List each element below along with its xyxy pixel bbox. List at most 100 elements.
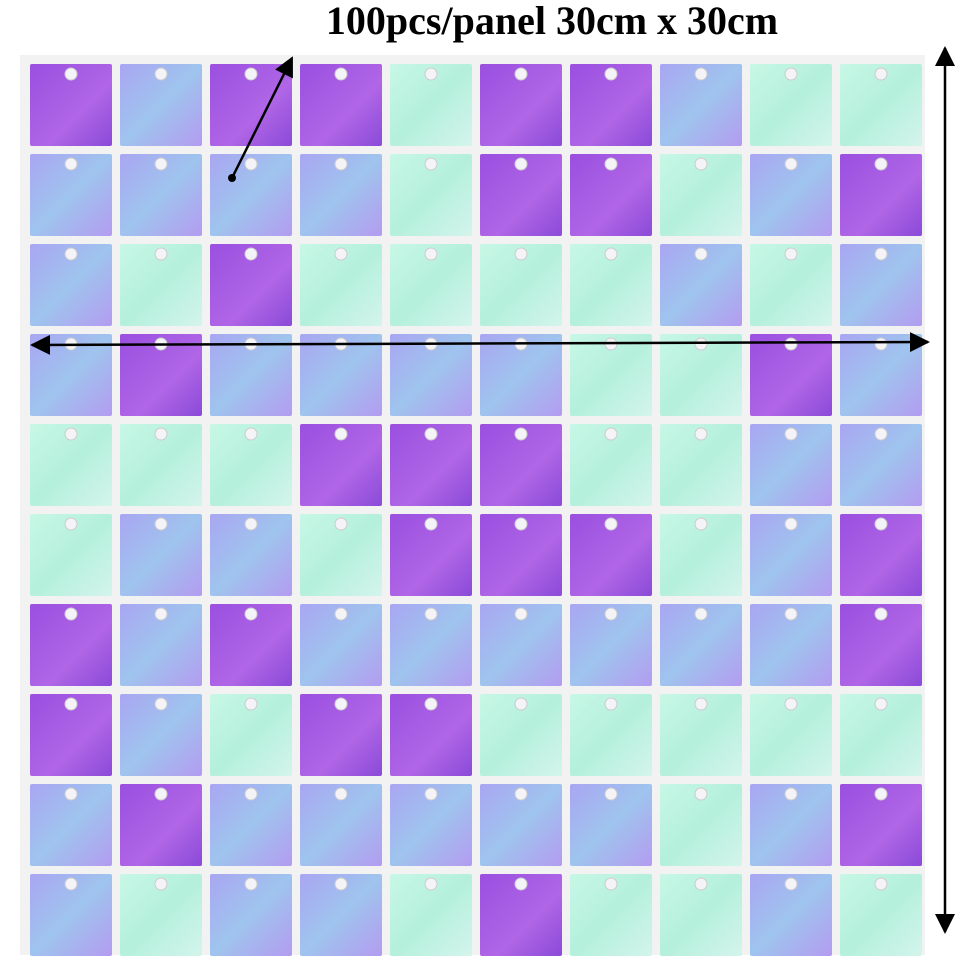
sequin [660,784,742,866]
sequin-hole [784,67,798,81]
sequin-hole [244,787,258,801]
sequin [390,514,472,596]
sequin [750,244,832,326]
sequin [570,64,652,146]
sequin-hole [64,517,78,531]
sequin-hole [64,787,78,801]
sequin [390,874,472,956]
sequin [660,874,742,956]
sequin-hole [64,877,78,891]
sequin-hole [784,697,798,711]
sequin-hole [874,247,888,261]
sequin [750,874,832,956]
sequin-hole [514,697,528,711]
sequin-hole [334,157,348,171]
sequin [570,514,652,596]
sequin [390,64,472,146]
sequin-hole [334,427,348,441]
sequin [840,424,922,506]
sequin [390,604,472,686]
sequin-hole [334,247,348,261]
sequin [570,244,652,326]
sequin-hole [874,157,888,171]
sequin-hole [694,787,708,801]
sequin [300,874,382,956]
sequin [300,244,382,326]
sequin [480,154,562,236]
sequin [210,604,292,686]
sequin-hole [874,427,888,441]
sequin-hole [694,247,708,261]
sequin-hole [874,607,888,621]
sequin-hole [604,427,618,441]
sequin-hole [784,337,798,351]
sequin-hole [874,877,888,891]
sequin [300,64,382,146]
sequin-hole [514,517,528,531]
sequin-hole [604,607,618,621]
sequin [570,874,652,956]
sequin [120,244,202,326]
sequin [840,244,922,326]
sequin [750,604,832,686]
sequin-hole [424,427,438,441]
sequin-hole [154,427,168,441]
sequin [120,874,202,956]
sequin [840,64,922,146]
sequin [750,424,832,506]
sequin-hole [694,877,708,891]
sequin-hole [694,517,708,531]
sequin-hole [784,517,798,531]
sequin [120,694,202,776]
sequin-hole [244,517,258,531]
sequin [570,784,652,866]
width-arrow [30,332,930,355]
sequin [660,514,742,596]
sequin-hole [604,877,618,891]
sequin [750,514,832,596]
sequin-hole [604,247,618,261]
sequin [660,154,742,236]
sequin-hole [694,697,708,711]
sequin [120,64,202,146]
sequin-hole [424,247,438,261]
sequin [30,64,112,146]
sequin [30,244,112,326]
sequin-hole [244,607,258,621]
sequin-hole [604,67,618,81]
sequin [30,694,112,776]
sequin [210,424,292,506]
sequin-hole [154,877,168,891]
sequin-hole [874,787,888,801]
sequin-hole [514,247,528,261]
sequin [750,154,832,236]
sequin [210,244,292,326]
sequin [30,874,112,956]
sequin-hole [514,607,528,621]
sequin-hole [604,697,618,711]
sequin [840,604,922,686]
sequin [480,514,562,596]
sequin-hole [514,427,528,441]
sequin [120,424,202,506]
sequin [210,874,292,956]
sequin [30,154,112,236]
sequin-hole [334,67,348,81]
sequin-hole [604,157,618,171]
sequin-hole [244,247,258,261]
sequin-hole [694,157,708,171]
sequin [570,424,652,506]
sequin-hole [64,697,78,711]
sequin [120,514,202,596]
sequin [120,784,202,866]
sequin [390,784,472,866]
sequin-hole [874,337,888,351]
sequin-hole [514,787,528,801]
sequin [840,514,922,596]
sequin [840,694,922,776]
sequin [30,784,112,866]
sequin-hole [694,427,708,441]
sequin-hole [64,67,78,81]
sequin [300,784,382,866]
sequin-hole [244,427,258,441]
